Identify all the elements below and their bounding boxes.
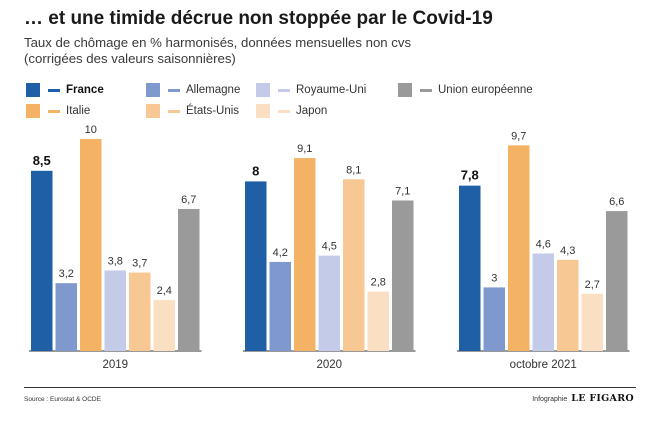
legend-dash (168, 109, 180, 113)
data-label: 2,4 (157, 285, 172, 297)
legend-item-allemagne: Allemagne (146, 82, 240, 98)
bar (483, 287, 505, 351)
legend-label: Union européenne (438, 84, 533, 96)
x-tick-label: 2019 (102, 359, 128, 371)
legend-item-union-europ-enne: Union européenne (398, 82, 533, 98)
bar (245, 181, 267, 351)
legend-dash (420, 88, 432, 92)
legend-item-italie: Italie (26, 103, 90, 119)
legend-swatch (256, 83, 270, 97)
legend-swatch (146, 83, 160, 97)
bar (343, 179, 365, 351)
footer-divider (24, 387, 636, 388)
data-label: 9,7 (511, 130, 526, 142)
legend-dash (278, 109, 290, 113)
data-label: 4,3 (560, 245, 575, 257)
bar (581, 293, 603, 351)
bar (129, 272, 151, 351)
legend-label: Allemagne (186, 84, 241, 96)
chart-subtitle: Taux de chômage en % harmonisés, données… (24, 35, 624, 67)
legend: France Allemagne Royaume-Uni Union européen… (26, 82, 646, 122)
legend-dash (48, 109, 60, 113)
data-label: 6,6 (609, 196, 624, 208)
bar (318, 255, 340, 351)
data-label: 8,5 (33, 153, 51, 168)
bar (392, 200, 414, 351)
data-label: 3,8 (108, 255, 123, 267)
bar (532, 253, 554, 351)
bar-group-octobre-2021: 7,8 3 9,7 4,6 4,3 2,7 6,6 octobre 2021 (457, 130, 630, 371)
legend-swatch (26, 104, 40, 118)
data-label: 8,1 (346, 164, 361, 176)
data-label: 8 (252, 163, 259, 178)
x-tick-label: 2020 (316, 359, 342, 371)
legend-label: France (66, 84, 104, 96)
data-label: 9,1 (297, 143, 312, 155)
bar (80, 139, 102, 351)
data-label: 4,2 (273, 247, 288, 259)
bar (178, 208, 200, 351)
data-label: 2,8 (371, 277, 386, 289)
data-label: 7,8 (461, 168, 479, 183)
credit-prefix: Infographie (532, 396, 568, 403)
subtitle-line-2: (corrigées des valeurs saisonnières) (24, 51, 236, 66)
data-label: 6,7 (181, 194, 196, 206)
bar (459, 185, 481, 351)
legend-item-royaume-uni: Royaume-Uni (256, 82, 366, 98)
legend-item-france: France (26, 82, 104, 98)
data-label: 3 (491, 272, 497, 284)
data-label: 3,2 (59, 268, 74, 280)
legend-dash (48, 88, 60, 92)
data-label: 10 (85, 124, 97, 136)
legend-item-japon: Japon (256, 103, 327, 119)
subtitle-line-1: Taux de chômage en % harmonisés, données… (24, 35, 412, 50)
bar (508, 145, 530, 351)
bar (269, 261, 291, 351)
bar (153, 300, 175, 351)
legend-dash (278, 88, 290, 92)
x-tick-label: octobre 2021 (510, 359, 577, 371)
data-label: 2,7 (585, 279, 600, 291)
credit: Infographie LE FIGARO (532, 393, 634, 404)
bar (31, 170, 53, 351)
legend-label: Royaume-Uni (296, 84, 367, 96)
data-label: 4,5 (322, 241, 337, 253)
legend-dash (168, 88, 180, 92)
legend-label: Italie (66, 105, 91, 117)
bar (367, 291, 389, 351)
le-figaro-logo: LE FIGARO (571, 393, 634, 404)
legend-swatch (26, 83, 40, 97)
bar (104, 270, 126, 351)
data-label: 4,6 (536, 238, 551, 250)
chart-title: … et une timide décrue non stoppée par l… (24, 8, 493, 29)
bar (557, 259, 579, 351)
source-note: Source : Eurostat & OCDE (24, 396, 101, 403)
data-label: 3,7 (132, 258, 147, 270)
bar (55, 283, 77, 351)
legend-swatch (398, 83, 412, 97)
bar (606, 211, 628, 351)
legend-label: États-Unis (186, 105, 240, 117)
bar-group-2019: 8,5 3,2 10 3,8 3,7 2,4 6,7 2019 (29, 124, 202, 371)
legend-swatch (256, 104, 270, 118)
bar (294, 158, 316, 351)
legend-item--tats-unis: États-Unis (146, 103, 239, 119)
data-label: 7,1 (395, 185, 410, 197)
legend-swatch (146, 104, 160, 118)
bar-group-2020: 8 4,2 9,1 4,5 8,1 2,8 7,1 2020 (243, 143, 416, 371)
legend-label: Japon (296, 105, 328, 117)
